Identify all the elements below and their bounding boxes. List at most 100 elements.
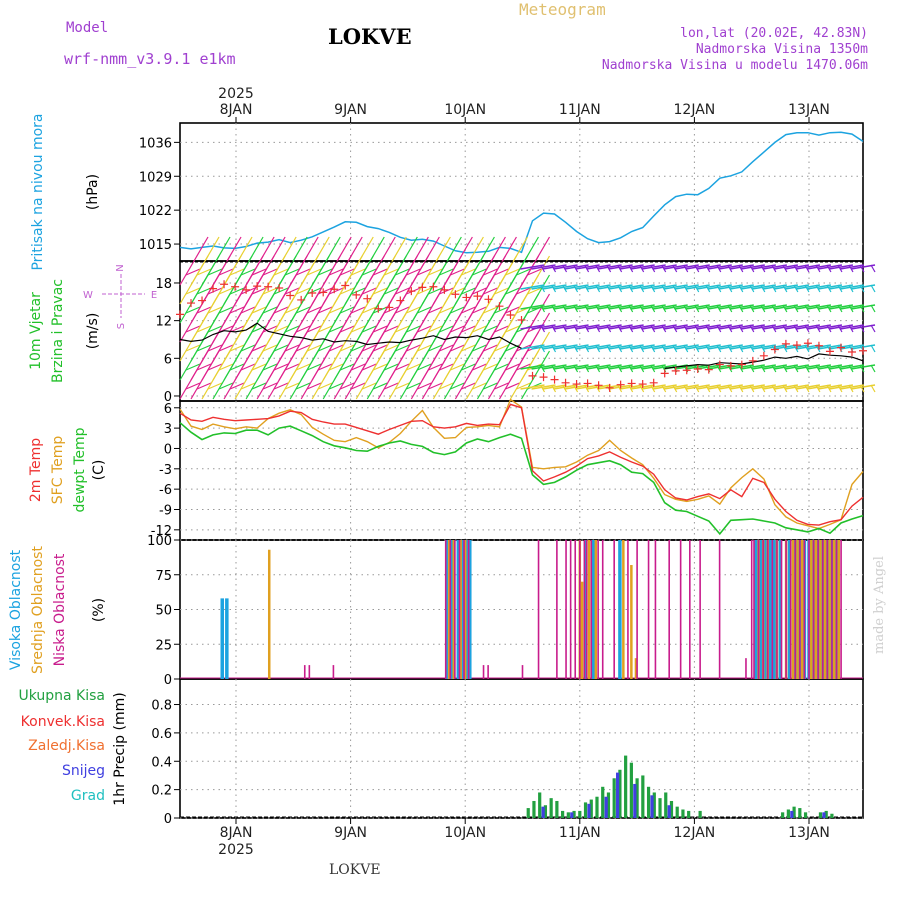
wind-gust-marker [583,379,592,388]
cloud-bar [819,540,822,679]
wind-barb-flag [384,287,399,295]
wind-gust-marker [198,296,207,305]
wind-barb-flag [870,344,876,353]
cloud-bar [832,540,836,679]
precip-bar [616,772,620,818]
wind-barb-flag [185,363,201,371]
wind-barb [355,236,385,286]
wind-barb [322,236,352,286]
cloud-bar [772,540,777,679]
y-tick-label: 6 [164,402,172,417]
wind-gust-marker [737,360,746,369]
cloud-bar [569,540,572,679]
cloud-bar [785,540,787,679]
cloud-bar [753,540,755,679]
wind-barb-flag [229,306,245,314]
precip-bar [641,775,645,818]
wind-gust-marker [253,282,262,291]
cloud-bar [622,540,625,679]
wind-barb-flag [196,325,212,333]
precip-bar [698,810,702,818]
x-bottom-tick-label: 9JAN [334,825,367,841]
wind-barb-flag [859,364,865,373]
wind-barb-flag [439,382,454,390]
wind-barb-flag [284,344,300,352]
wind-barb-flag [483,382,498,390]
wind-barb-flag [483,268,498,276]
cloud-bar [585,540,588,679]
precip-bar [681,809,685,818]
wind-gust-marker [792,341,801,350]
wind-barb-flag [483,306,498,314]
wind-barb-flag [870,364,876,373]
precip-bar [532,800,536,818]
wind-barb-flag [406,344,421,352]
wind-barb [267,236,297,286]
wind-barb-flag [240,306,256,314]
wind-barb-flag [362,382,377,390]
wind-barb-flag [439,268,454,276]
wind-gust-marker [704,365,713,374]
wind-barb [520,274,551,324]
wind-gust-marker [627,379,636,388]
wind-gust-marker [770,345,779,354]
coords-text: lon,lat (20.02E, 42.83N) [680,26,868,41]
wind-gust-marker [187,299,196,308]
cloud-bar [308,665,311,679]
wind-barb [366,236,396,286]
wind-barb-flag [870,264,876,273]
wind-barb-flag [262,363,278,371]
precip-bar [566,812,570,818]
wind-barb-flag [240,363,256,371]
wind-barb-flag [461,287,476,295]
temp-unit-label: (C) [91,460,107,481]
cloud-bar [630,565,633,679]
y-tick-label: 1029 [139,170,172,185]
x-bottom-tick-label: 11JAN [559,825,601,841]
wind-gust-marker [825,347,834,356]
precip-bar [786,809,790,818]
wind-barb [520,236,551,286]
wind-gust-marker [352,290,361,299]
wind-barb-flag [339,268,355,276]
wind-barb-flag [384,363,399,371]
y-tick-label: 50 [155,604,172,619]
cloud-bar [826,540,829,679]
wind-barb-flag [185,287,201,295]
wind-gust-marker [385,303,394,312]
cloud-bar [634,658,638,679]
cloud-bar [556,540,558,679]
cloud-bar [787,540,792,679]
wind-barb-flag [240,268,256,276]
wind-barb-flag [494,268,509,276]
cloud-bar [583,540,588,679]
wind-barb-flag [196,382,212,390]
wind-barb-flag [273,306,289,314]
precip-legend-entry: Konvek.Kisa [21,714,105,730]
cloud-bar [679,540,682,679]
wind-barb-flag [450,363,465,371]
precip-bar [583,802,588,818]
cloud-bar [487,665,489,679]
wind-barb-flag [339,363,355,371]
cloud-bar [812,540,815,679]
y-tick-label: 0.4 [151,755,172,770]
wind-barb [245,236,275,286]
wind-barb-flag [417,268,432,276]
wind-gust-marker [715,360,724,369]
wind-barb-flag [328,268,344,276]
wind-barb-flag [472,325,487,333]
wind-gust-marker [814,341,823,350]
wind-barb-flag [494,325,509,333]
wind-barb-flag [207,268,223,276]
wind-barb-flag [494,287,509,295]
y-tick-label: 25 [155,638,172,653]
cloud-bar [791,540,795,679]
y-tick-label: -3 [159,463,172,478]
wind-barb [487,236,517,286]
wind-barb-flag [859,264,865,273]
x-bottom-tick-label: 8JAN [220,825,253,841]
wind-barb [289,236,319,286]
wind-gust-marker [528,371,537,380]
wind-barb-flag [384,325,399,333]
